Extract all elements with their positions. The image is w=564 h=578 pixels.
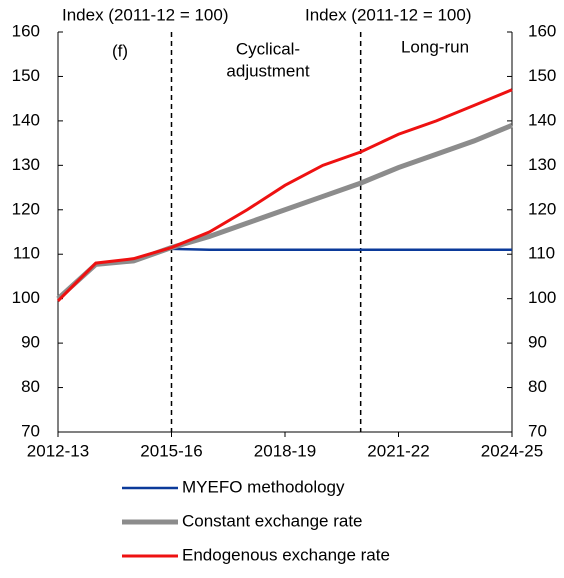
y2-tick-label: 140 <box>528 110 556 129</box>
x-tick-label: 2012-13 <box>27 441 89 460</box>
legend-label: Constant exchange rate <box>182 511 363 530</box>
y2-tick-label: 150 <box>528 66 556 85</box>
legend-label: Endogenous exchange rate <box>182 545 390 564</box>
y2-tick-label: 90 <box>528 333 547 352</box>
x-tick-label: 2024-25 <box>481 441 543 460</box>
x-tick-label: 2018-19 <box>254 441 316 460</box>
y-tick-label: 150 <box>12 66 40 85</box>
y2-tick-label: 160 <box>528 21 556 40</box>
y-tick-label: 140 <box>12 110 40 129</box>
y2-tick-label: 130 <box>528 155 556 174</box>
y2-tick-label: 100 <box>528 288 556 307</box>
series-line <box>56 123 513 301</box>
y2-axis-label: Index (2011-12 = 100) <box>305 5 472 24</box>
y2-tick-label: 110 <box>528 244 555 263</box>
y-tick-label: 110 <box>13 244 40 263</box>
y2-tick-label: 70 <box>528 421 547 440</box>
y-tick-label: 70 <box>21 421 40 440</box>
series-line <box>171 247 512 252</box>
y-tick-label: 130 <box>12 155 40 174</box>
y-tick-label: 90 <box>21 333 40 352</box>
annotation: (f) <box>112 41 128 60</box>
x-tick-label: 2015-16 <box>140 441 202 460</box>
annotation: Cyclical- <box>236 39 300 58</box>
series-line <box>56 88 513 302</box>
y-tick-label: 160 <box>12 21 40 40</box>
y2-tick-label: 80 <box>528 377 547 396</box>
y2-tick-label: 120 <box>528 199 556 218</box>
y-axis-label: Index (2011-12 = 100) <box>62 5 229 24</box>
x-tick-label: 2021-22 <box>367 441 429 460</box>
annotation: Long-run <box>401 37 469 56</box>
y-tick-label: 100 <box>12 288 40 307</box>
y-tick-label: 120 <box>12 199 40 218</box>
annotation: adjustment <box>226 61 309 80</box>
legend-label: MYEFO methodology <box>182 477 345 496</box>
y-tick-label: 80 <box>21 377 40 396</box>
